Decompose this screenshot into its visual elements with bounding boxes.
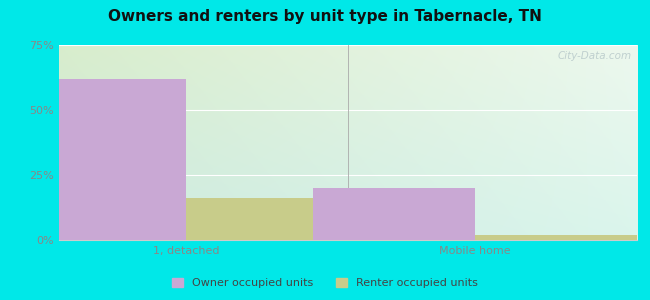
Legend: Owner occupied units, Renter occupied units: Owner occupied units, Renter occupied un…: [169, 274, 481, 291]
Bar: [186, 198, 348, 240]
Bar: [24, 79, 186, 240]
Text: City-Data.com: City-Data.com: [557, 51, 631, 61]
Bar: [475, 235, 637, 240]
Bar: [313, 188, 475, 240]
Text: Owners and renters by unit type in Tabernacle, TN: Owners and renters by unit type in Taber…: [108, 9, 542, 24]
